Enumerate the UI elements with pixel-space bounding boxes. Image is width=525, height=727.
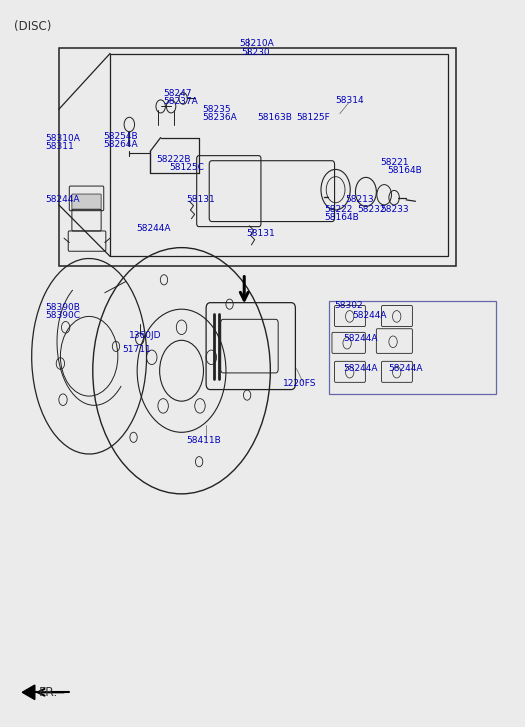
Text: 58232: 58232 [358, 206, 386, 214]
Text: 58213: 58213 [345, 196, 374, 204]
Text: 58244A: 58244A [343, 364, 378, 373]
Text: FR.: FR. [39, 686, 58, 699]
Bar [110, 54, 448, 257]
Text: 58236A: 58236A [203, 113, 237, 121]
Text: 58244A: 58244A [352, 311, 387, 320]
FancyBboxPatch shape [72, 194, 101, 210]
Text: 58390C: 58390C [46, 311, 81, 320]
Text: 58233: 58233 [381, 206, 409, 214]
Text: 58125F: 58125F [297, 113, 330, 121]
Text: 58244A: 58244A [46, 196, 80, 204]
Text: (DISC): (DISC) [15, 20, 52, 33]
Text: 1360JD: 1360JD [129, 331, 162, 340]
Text: 58164B: 58164B [324, 214, 359, 222]
Text: 58314: 58314 [335, 96, 364, 105]
FancyArrowPatch shape [38, 689, 64, 696]
Text: 51711: 51711 [122, 345, 151, 354]
Polygon shape [22, 685, 35, 699]
Text: 58311: 58311 [46, 142, 75, 151]
Text: 58125C: 58125C [170, 163, 204, 172]
Bar [59, 49, 456, 266]
Text: 58244A: 58244A [343, 334, 378, 342]
Text: 58247: 58247 [163, 89, 192, 98]
Text: 58244A: 58244A [388, 364, 422, 373]
Text: 58210A: 58210A [239, 39, 274, 48]
Text: 58237A: 58237A [163, 97, 198, 106]
Text: 58131: 58131 [246, 229, 275, 238]
Text: 58310A: 58310A [46, 134, 81, 143]
Text: 58244A: 58244A [136, 225, 171, 233]
Text: 58254B: 58254B [103, 132, 138, 141]
Text: 58131: 58131 [187, 196, 216, 204]
Text: 58390B: 58390B [46, 303, 81, 312]
Text: 58235: 58235 [203, 105, 231, 114]
Bar [329, 301, 497, 394]
Text: 58163B: 58163B [257, 113, 292, 121]
Text: 58264A: 58264A [103, 140, 138, 149]
Text: 58164B: 58164B [387, 166, 422, 174]
Text: 58222B: 58222B [156, 155, 191, 164]
Text: 58221: 58221 [381, 158, 409, 166]
Text: 58230: 58230 [242, 47, 270, 57]
Text: 58302: 58302 [334, 301, 363, 310]
Text: 1220FS: 1220FS [284, 379, 317, 387]
Text: 58411B: 58411B [187, 436, 222, 446]
Text: 58222: 58222 [324, 206, 352, 214]
